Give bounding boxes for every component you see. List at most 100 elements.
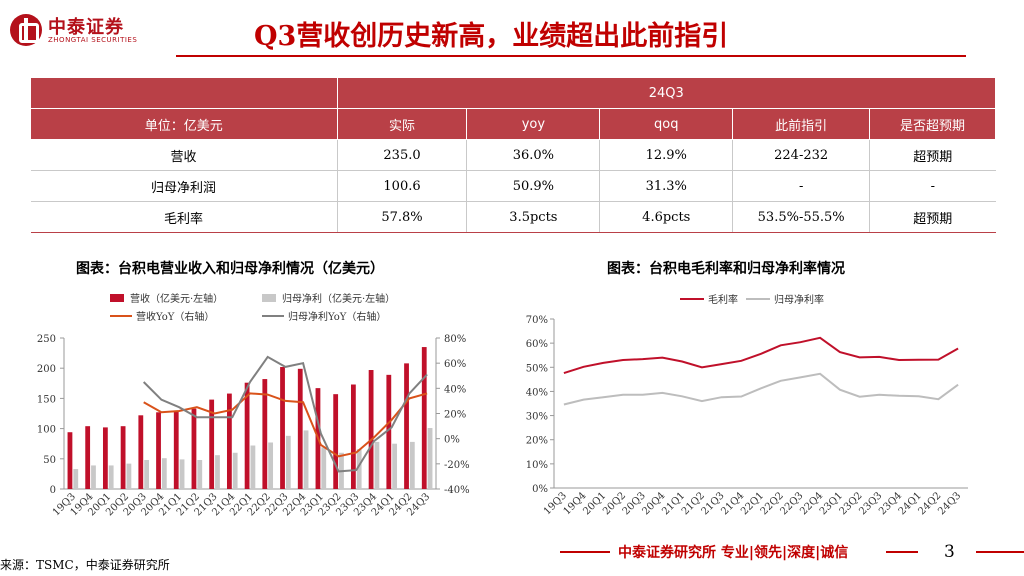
- y-tick-label: 50%: [526, 363, 548, 374]
- table-cell: 超预期: [869, 139, 996, 171]
- revenue-bar: [421, 347, 427, 489]
- y2-tick-label: -40%: [444, 485, 470, 496]
- table-cell: -: [869, 170, 996, 202]
- y2-tick-label: -20%: [444, 460, 470, 471]
- logo-text: 中泰证券: [48, 17, 124, 38]
- x-tick-label: 24Q3: [936, 490, 963, 517]
- chart1-title: 图表：台积电营业收入和归母净利情况（亿美元）: [76, 261, 384, 277]
- page-title: Q3营收创历史新高，业绩超出此前指引: [254, 21, 729, 52]
- table-cell: 超预期: [869, 201, 996, 233]
- net-profit-bar: [392, 443, 398, 489]
- gross-margin-line: [563, 336, 959, 375]
- y-tick-label: 40%: [526, 387, 548, 398]
- revenue-bar: [191, 408, 197, 489]
- revenue-bar: [67, 432, 73, 489]
- table-cell: 毛利率: [30, 201, 338, 233]
- logo-subtext: ZHONGTAI SECURITIES: [48, 36, 138, 44]
- y-tick-label: 50: [43, 455, 56, 466]
- y2-tick-label: 60%: [444, 359, 466, 370]
- net-profit-bar: [144, 460, 150, 489]
- revenue-bar: [173, 411, 179, 489]
- net-profit-bar: [73, 469, 79, 489]
- chart2-title: 图表：台积电毛利率和归母净利率情况: [607, 261, 845, 277]
- revenue-bar: [262, 379, 268, 489]
- results-table: 24Q3 单位：亿美元 实际 yoy qoq 此前指引 是否超预期 营收 235…: [30, 77, 997, 233]
- net-profit-bar: [126, 463, 132, 489]
- table-header: 此前指引: [732, 108, 871, 140]
- revenue-bar: [404, 363, 409, 489]
- net-profit-bar: [179, 459, 185, 489]
- y-tick-label: 30%: [526, 412, 548, 423]
- table-header: yoy: [466, 108, 601, 140]
- revenue-bar: [85, 426, 91, 489]
- table-cell: 53.5%-55.5%: [732, 201, 870, 233]
- net-profit-bar: [91, 465, 96, 489]
- table-cell: 31.3%: [599, 170, 733, 202]
- company-logo: 中泰证券 ZHONGTAI SECURITIES: [10, 12, 160, 48]
- y-tick-label: 0%: [532, 484, 548, 495]
- table-cell: 100.6: [336, 170, 467, 202]
- y2-tick-label: 40%: [444, 384, 466, 395]
- net-profit-bar: [268, 442, 274, 489]
- table-cell: -: [732, 170, 870, 202]
- logo-mark-icon: [10, 14, 42, 46]
- y2-tick-label: 80%: [444, 334, 466, 345]
- net-profit-bar: [356, 449, 362, 489]
- legend-label: 营收YoY（右轴）: [136, 310, 214, 323]
- table-cell: 235.0: [336, 139, 467, 171]
- net-profit-bar: [409, 441, 415, 489]
- footer-divider: [560, 551, 610, 553]
- revenue-bar: [350, 384, 356, 489]
- table-header: 单位：亿美元: [30, 108, 338, 140]
- footer-slogan: 中泰证券研究所 专业|领先|深度|诚信: [618, 545, 849, 561]
- revenue-bar: [297, 368, 303, 489]
- net-profit-bar: [427, 427, 433, 489]
- y-tick-label: 200: [37, 364, 56, 375]
- net-margin-line: [563, 372, 959, 406]
- net-profit-bar: [197, 460, 203, 489]
- y-tick-label: 100: [37, 425, 56, 436]
- margin-chart: 毛利率 归母净利率0%10%20%30%40%50%60%70%19Q319Q42…: [526, 293, 968, 517]
- net-profit-bar: [215, 455, 220, 489]
- legend-label: 毛利率: [708, 293, 738, 306]
- table-cell: 12.9%: [599, 139, 733, 171]
- revenue-profit-chart: 营收（亿美元·左轴） 归母净利（亿美元·左轴） 营收YoY（右轴） 归母净利YoY（右…: [37, 292, 470, 518]
- legend-label: 归母净利YoY（右轴）: [288, 310, 386, 323]
- table-row: 营收 235.0 36.0% 12.9% 224-232 超预期: [30, 139, 996, 171]
- y2-tick-label: 0%: [444, 435, 460, 446]
- y-tick-label: 150: [37, 394, 56, 405]
- table-cell: 归母净利润: [30, 170, 338, 202]
- revenue-yoy-line: [143, 392, 428, 458]
- table-cell: 57.8%: [336, 201, 467, 233]
- y-tick-label: 250: [37, 334, 56, 345]
- net-profit-bar: [250, 445, 256, 489]
- revenue-bar: [138, 415, 144, 489]
- footer-divider: [976, 551, 1024, 553]
- y-tick-label: 70%: [526, 315, 548, 326]
- y-tick-label: 60%: [526, 339, 548, 350]
- source-note: 来源：TSMC，中泰证券研究所: [0, 558, 170, 572]
- revenue-bar: [120, 426, 126, 489]
- legend-swatch: [110, 294, 124, 302]
- table-cell: 3.5pcts: [466, 201, 600, 233]
- title-underline: [176, 55, 966, 57]
- table-cell: 36.0%: [466, 139, 600, 171]
- net-profit-yoy-line: [142, 355, 428, 473]
- net-profit-bar: [285, 435, 291, 489]
- table-cell: 224-232: [732, 139, 870, 171]
- net-profit-bar: [303, 430, 309, 489]
- revenue-bar: [209, 399, 215, 489]
- table-cell: 营收: [30, 139, 338, 171]
- table-row: 毛利率 57.8% 3.5pcts 4.6pcts 53.5%-55.5% 超预…: [30, 201, 996, 233]
- revenue-bar: [368, 370, 374, 489]
- footer-divider: [886, 551, 918, 553]
- legend-label: 营收（亿美元·左轴）: [130, 292, 223, 305]
- table-header: 实际: [336, 108, 468, 140]
- page-number: 3: [944, 542, 955, 562]
- net-profit-bar: [232, 452, 238, 489]
- net-profit-bar: [374, 441, 380, 489]
- table-header: qoq: [599, 108, 734, 140]
- revenue-bar: [102, 427, 108, 489]
- legend-label: 归母净利率: [774, 293, 824, 306]
- y2-tick-label: 20%: [444, 410, 466, 421]
